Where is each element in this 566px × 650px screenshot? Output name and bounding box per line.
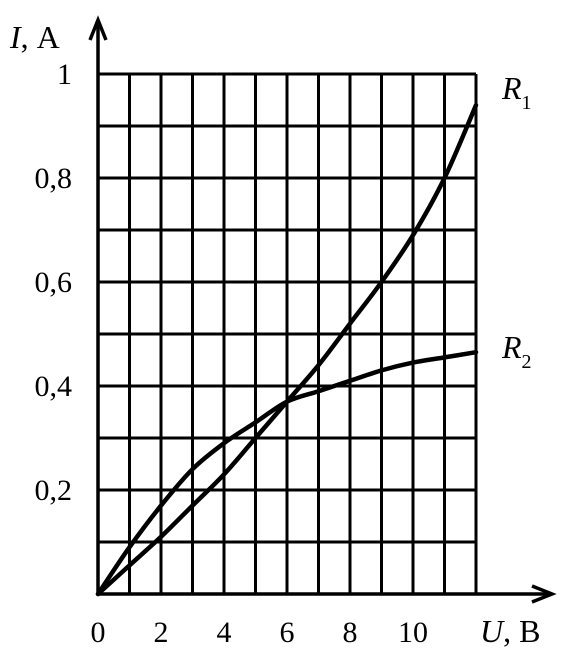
x-tick-label: 10 bbox=[398, 616, 428, 649]
x-tick-label: 6 bbox=[280, 616, 295, 649]
y-axis-arrow-icon bbox=[88, 15, 108, 41]
series-label-R2: R2 bbox=[501, 329, 532, 373]
x-tick-label: 2 bbox=[154, 616, 169, 649]
series-curves bbox=[95, 102, 479, 597]
y-axis-unit: , А bbox=[21, 19, 60, 55]
y-tick-label: 0,8 bbox=[35, 162, 73, 195]
x-axis-title: U, В bbox=[480, 613, 540, 649]
y-tick-label: 0,6 bbox=[35, 266, 73, 299]
tick-labels: 0 2 4 6 8 10 0,2 0,4 0,6 0,8 1 bbox=[35, 58, 429, 649]
y-tick-label: 0,2 bbox=[35, 474, 73, 507]
y-axis-symbol: I bbox=[9, 19, 22, 55]
y-tick-label: 1 bbox=[57, 58, 72, 91]
x-axis-arrow-icon bbox=[531, 584, 557, 604]
x-axis-symbol: U bbox=[480, 613, 505, 649]
x-tick-label: 0 bbox=[91, 616, 106, 649]
x-axis-unit: , В bbox=[503, 613, 540, 649]
series-label-R1: R1 bbox=[501, 70, 532, 114]
axes bbox=[88, 15, 557, 604]
x-tick-label: 8 bbox=[343, 616, 358, 649]
y-tick-label: 0,4 bbox=[35, 370, 73, 403]
series-labels: R1 R2 bbox=[501, 70, 532, 373]
series-line-R2 bbox=[95, 349, 479, 597]
grid bbox=[98, 72, 478, 594]
x-tick-label: 4 bbox=[217, 616, 232, 649]
y-axis-title: I, А bbox=[9, 19, 60, 55]
